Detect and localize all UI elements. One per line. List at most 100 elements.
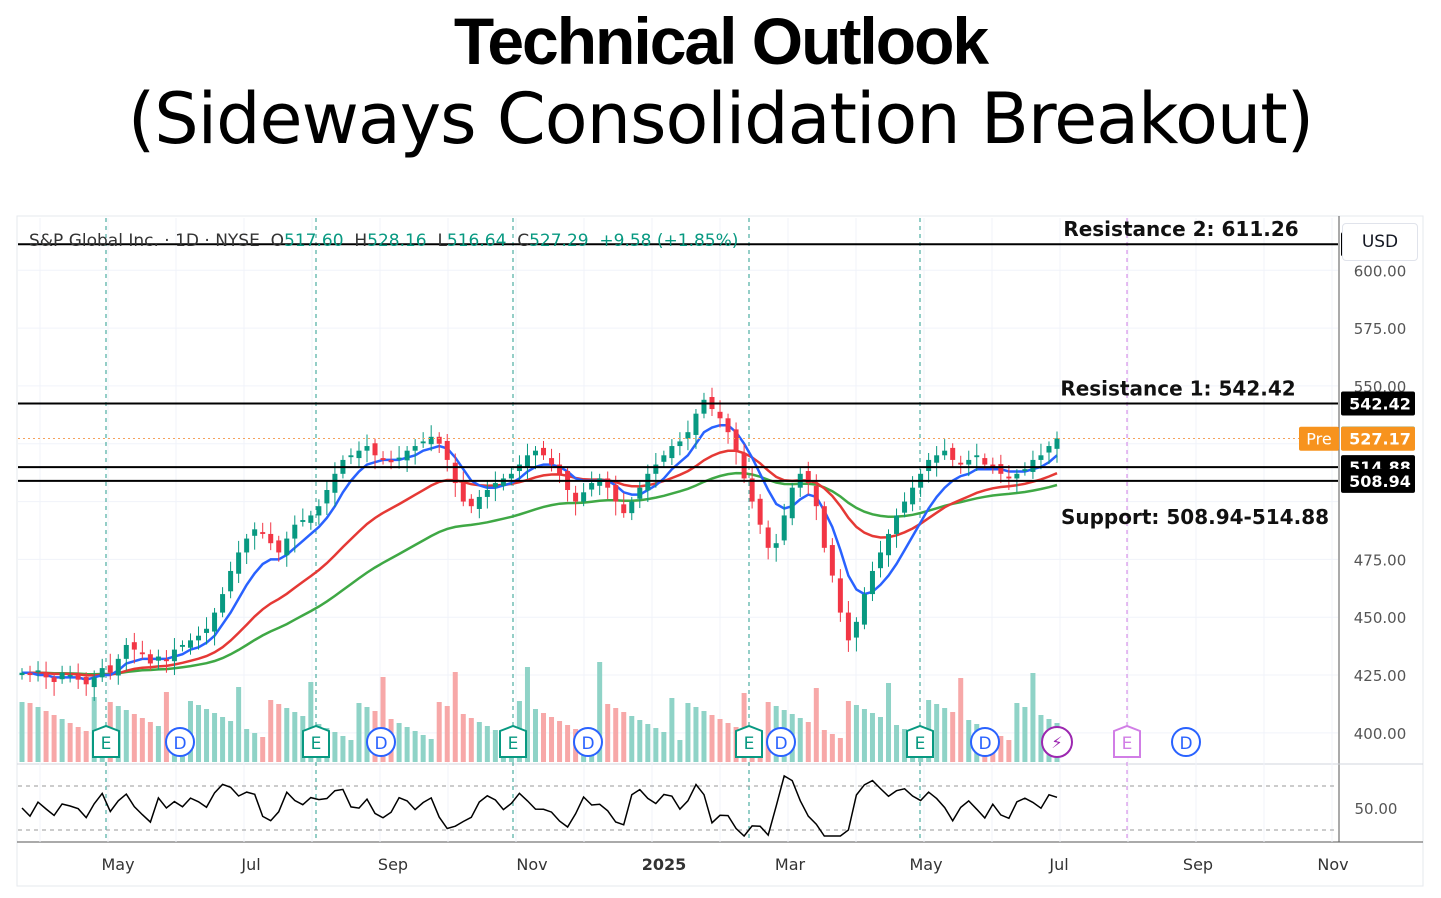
high-label: H	[354, 231, 368, 251]
candle-body	[629, 501, 635, 514]
volume-bar	[476, 722, 482, 762]
volume-bar	[693, 707, 699, 762]
candle-body	[942, 450, 948, 456]
candle-body	[966, 459, 972, 465]
volume-bar	[452, 672, 458, 762]
dividend-marker	[165, 727, 195, 757]
price-tick-label: 600.00	[1354, 262, 1407, 280]
volume-bar	[348, 740, 354, 762]
candle-body	[958, 462, 964, 465]
candle-body	[388, 459, 394, 463]
candle-body	[1046, 446, 1052, 453]
candle-body	[155, 656, 161, 661]
event-marker-label: E	[311, 734, 322, 754]
candle-body	[171, 649, 177, 662]
event-marker-label: D	[1179, 734, 1192, 754]
volume-bar	[629, 716, 635, 762]
volume-bar	[853, 705, 859, 762]
dividend-marker	[766, 727, 796, 757]
volume-bar	[701, 711, 707, 762]
earnings-marker	[906, 724, 934, 758]
level-label: Resistance 1: 542.42	[1060, 376, 1295, 400]
volume-bar	[412, 731, 418, 762]
volume-bar	[444, 706, 450, 762]
volume-bar	[67, 723, 73, 762]
volume-bar	[532, 709, 538, 762]
candle-body	[621, 504, 627, 514]
volume-bar	[260, 737, 266, 762]
volume-bar	[1014, 703, 1020, 762]
candle-body	[934, 455, 940, 463]
volume-bar	[27, 703, 33, 762]
candle-body	[420, 441, 426, 444]
volume-bar	[43, 711, 49, 762]
candle-body	[653, 464, 659, 474]
candle-body	[805, 471, 811, 484]
level-label: Resistance 2: 611.26	[1063, 217, 1298, 241]
tag-support-low: 508.94	[1349, 472, 1411, 491]
earnings-marker	[499, 724, 527, 758]
candle-body	[147, 654, 153, 664]
event-marker-label: E	[1122, 734, 1133, 754]
candle-body	[877, 552, 883, 569]
candle-body	[228, 570, 234, 592]
candle-body	[348, 455, 354, 458]
candle-body	[43, 673, 49, 678]
candle-body	[412, 446, 418, 451]
volume-bar	[942, 708, 948, 762]
volume-bar	[228, 721, 234, 762]
candle-body	[19, 672, 25, 676]
candle-body	[476, 496, 482, 509]
currency-button[interactable]: USD	[1342, 223, 1418, 261]
candle-body	[35, 670, 41, 673]
sma-mid-line	[21, 449, 1058, 677]
candle-body	[757, 498, 763, 525]
candle-body	[789, 487, 795, 519]
candle-body	[557, 464, 563, 474]
candle-body	[524, 455, 530, 468]
volume-bar	[364, 707, 370, 762]
candle-body	[813, 485, 819, 507]
volume-bar	[1006, 740, 1012, 762]
volume-bar	[813, 688, 819, 762]
candle-body	[765, 527, 771, 548]
candle-body	[1054, 438, 1060, 449]
candle-body	[637, 487, 643, 499]
candle-body	[123, 644, 129, 659]
chart-title: Technical Outlook	[453, 4, 989, 78]
event-marker-label: D	[978, 734, 991, 754]
volume-bar	[252, 733, 258, 762]
volume-bar	[958, 678, 964, 762]
candle-body	[460, 483, 466, 502]
volume-bar	[35, 707, 41, 762]
candle-body	[220, 594, 226, 613]
candle-body	[163, 659, 169, 662]
volume-bar	[123, 710, 129, 762]
candle-body	[284, 538, 290, 556]
candle-body	[187, 640, 193, 648]
candle-body	[91, 677, 97, 688]
volume-bar	[557, 721, 563, 762]
time-tick-label: May	[101, 855, 134, 874]
event-marker-label: E	[508, 734, 519, 754]
candle-body	[741, 453, 747, 479]
volume-bar	[637, 720, 643, 762]
candle-body	[749, 478, 755, 502]
candle-body	[1038, 455, 1044, 460]
volume-bar	[998, 736, 1004, 762]
price-tick-label: 400.00	[1354, 725, 1407, 743]
volume-bar	[131, 714, 137, 762]
candle-body	[500, 478, 506, 486]
low-label: L	[437, 231, 447, 251]
candle-body	[179, 644, 185, 647]
candle-body	[268, 533, 274, 544]
volume-bar	[837, 738, 843, 762]
candle-body	[356, 450, 362, 459]
volume-bar	[709, 715, 715, 762]
candle-body	[428, 436, 434, 445]
volume-bar	[877, 717, 883, 762]
chart-subtitle: (Sideways Consolidation Breakout)	[127, 78, 1314, 160]
candle-body	[332, 473, 338, 493]
candle-body	[982, 458, 988, 465]
time-tick-label: Sep	[378, 855, 408, 874]
